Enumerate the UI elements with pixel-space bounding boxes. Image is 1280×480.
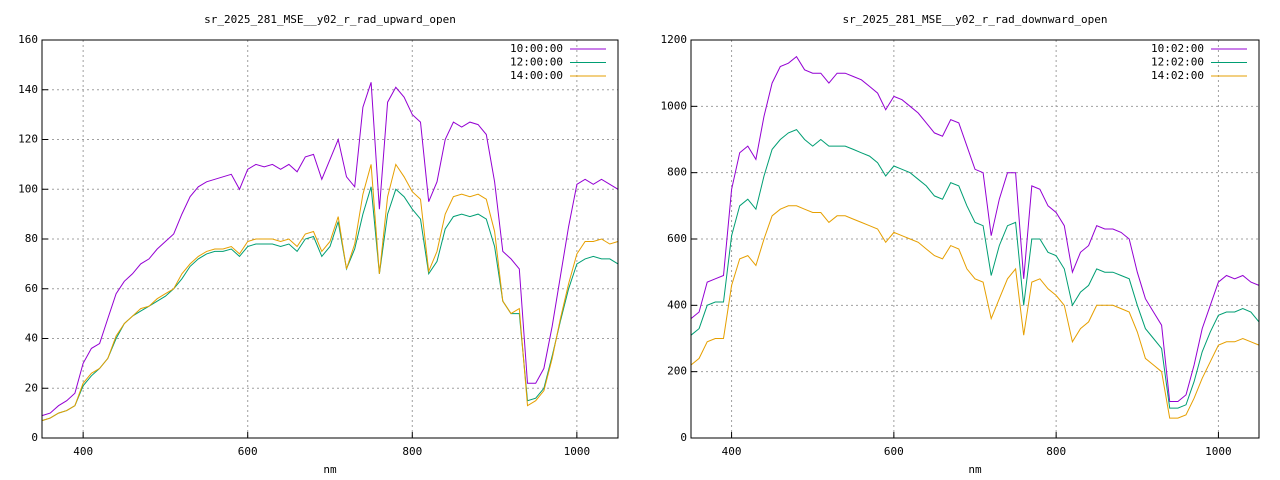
y-tick-label: 0 xyxy=(680,431,687,444)
x-tick-label: 600 xyxy=(884,445,904,458)
x-tick-label: 800 xyxy=(1046,445,1066,458)
legend-label: 10:02:00 xyxy=(1151,42,1204,55)
legend-label: 10:00:00 xyxy=(510,42,563,55)
y-tick-label: 800 xyxy=(667,166,687,179)
y-tick-label: 1000 xyxy=(661,99,688,112)
x-axis-label: nm xyxy=(323,463,337,476)
y-tick-label: 400 xyxy=(667,298,687,311)
y-tick-label: 140 xyxy=(18,83,38,96)
y-tick-label: 40 xyxy=(25,332,38,345)
x-tick-label: 600 xyxy=(238,445,258,458)
legend-label: 12:02:00 xyxy=(1151,56,1204,69)
y-tick-label: 100 xyxy=(18,182,38,195)
legend-label: 14:00:00 xyxy=(510,69,563,82)
series-line xyxy=(41,186,619,422)
x-axis-label: nm xyxy=(968,463,982,476)
legend-label: 12:00:00 xyxy=(510,56,563,69)
series-line xyxy=(690,205,1260,419)
y-tick-label: 120 xyxy=(18,133,38,146)
y-tick-label: 600 xyxy=(667,232,687,245)
legend-label: 14:02:00 xyxy=(1151,69,1204,82)
x-tick-label: 1000 xyxy=(564,445,591,458)
y-tick-label: 0 xyxy=(31,431,38,444)
series-line xyxy=(690,55,1260,402)
y-tick-label: 80 xyxy=(25,232,38,245)
x-tick-label: 400 xyxy=(722,445,742,458)
y-tick-label: 200 xyxy=(667,365,687,378)
y-tick-label: 160 xyxy=(18,33,38,46)
plot-border xyxy=(690,39,1260,439)
series-line xyxy=(41,82,619,417)
x-tick-label: 800 xyxy=(402,445,422,458)
x-tick-label: 400 xyxy=(73,445,93,458)
x-tick-label: 1000 xyxy=(1205,445,1232,458)
chart-title: sr_2025_281_MSE__y02_r_rad_upward_open xyxy=(204,13,456,26)
plot-border xyxy=(41,39,619,439)
y-tick-label: 20 xyxy=(25,381,38,394)
chart-title: sr_2025_281_MSE__y02_r_rad_downward_open xyxy=(843,13,1108,26)
y-tick-label: 60 xyxy=(25,282,38,295)
series-line xyxy=(690,128,1260,409)
y-tick-label: 1200 xyxy=(661,33,688,46)
series-line xyxy=(41,163,619,422)
